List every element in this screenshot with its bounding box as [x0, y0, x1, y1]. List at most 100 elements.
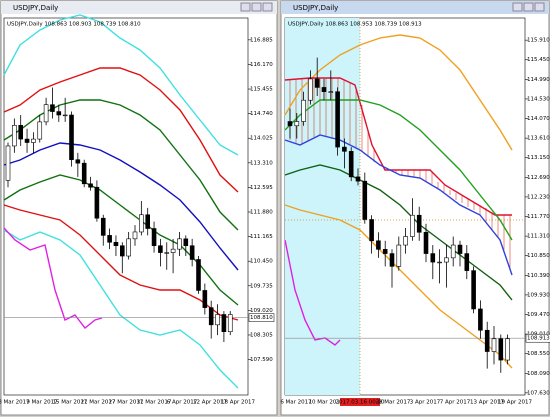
candle-body: [151, 228, 157, 247]
symbol-info: USDJPY,Daily 108.863 108.903 108.739 108…: [7, 22, 141, 28]
candle-body: [132, 231, 138, 240]
band: [3, 99, 239, 231]
candle-body: [491, 338, 497, 352]
candle-body: [450, 244, 456, 259]
candle-body: [396, 244, 402, 267]
candle-body: [362, 180, 368, 220]
candle-body: [12, 125, 17, 147]
candle-body: [24, 138, 30, 143]
candle-body: [208, 307, 214, 326]
x-tick-label: 10 Mar 2017: [309, 400, 344, 406]
candle-body: [145, 214, 150, 229]
y-tick-label: 116.885: [250, 37, 273, 43]
candle-body: [287, 121, 293, 127]
candle-body: [464, 253, 470, 271]
y-tick-label: 111.310: [527, 234, 550, 240]
candle-body: [18, 125, 24, 140]
band: [284, 34, 513, 151]
candle-body: [355, 176, 361, 182]
window-button[interactable]: [523, 2, 534, 12]
candle-body: [457, 244, 463, 254]
candle-body: [126, 238, 131, 257]
indicators: [284, 34, 513, 369]
candle-body: [348, 151, 354, 178]
candle-body: [43, 104, 49, 123]
y-tick-label: 108.090: [527, 371, 550, 377]
price-box: [248, 313, 275, 322]
candle-body: [430, 253, 436, 263]
x-tick-label: 31 Mar 2017: [137, 400, 172, 406]
x-tick-label: 3 Mar 2017: [0, 400, 30, 406]
x-tick-label: 18 Apr 2017: [221, 400, 256, 406]
band: [284, 99, 513, 241]
candle-body: [69, 114, 74, 161]
candle-body: [423, 231, 429, 254]
candle-body: [478, 308, 483, 331]
y-tick-label: 115.455: [250, 87, 273, 93]
candle-body: [314, 78, 320, 88]
x-tick-label: 13 Apr 2017: [470, 400, 505, 406]
candle-body: [403, 236, 408, 246]
y-tick-label: 111.880: [250, 210, 273, 216]
candle-body: [37, 121, 43, 140]
y-tick-label: 107.590: [250, 357, 273, 363]
band: [3, 204, 239, 321]
x-tick-label: 15 Mar 2017: [53, 400, 88, 406]
candle-body: [410, 214, 415, 237]
y-tick-label: 110.390: [527, 273, 550, 279]
candle-body: [294, 121, 300, 127]
x-tick-label: 21 Mar 2017: [81, 400, 116, 406]
candle-body: [382, 249, 388, 254]
candle-body: [321, 87, 327, 92]
y-tick-label: 109.470: [527, 312, 550, 318]
candle-body: [221, 314, 227, 333]
y-tick-label: 112.595: [250, 185, 273, 191]
candle-body: [100, 217, 106, 236]
window-title: USDJPY,Daily: [293, 4, 338, 12]
candle-body: [75, 159, 81, 164]
candle-body: [498, 338, 504, 361]
y-tick-label: 111.165: [250, 234, 273, 240]
candle-body: [183, 238, 189, 247]
window-button[interactable]: [512, 2, 523, 12]
title-bar: [1, 1, 277, 14]
candle-body: [308, 78, 313, 101]
band: [3, 229, 239, 389]
candle-body: [215, 314, 220, 326]
y-tick-label: 115.450: [527, 57, 550, 63]
candle-body: [113, 241, 119, 247]
y-tick-label: 116.170: [250, 62, 273, 68]
candle-body: [505, 338, 510, 361]
candle-body: [389, 253, 395, 267]
window-button[interactable]: [534, 2, 545, 12]
candle-body: [471, 270, 476, 310]
band: [3, 14, 239, 156]
symbol-info: USDJPY,Daily 108.863 108.953 108.739 108…: [288, 22, 422, 28]
candle-body: [202, 290, 208, 308]
candle-body: [189, 245, 195, 260]
candle-body: [139, 214, 144, 233]
candle-body: [437, 261, 442, 264]
candle-body: [484, 329, 490, 352]
band: [284, 164, 513, 301]
y-tick-label: 109.020: [250, 308, 273, 314]
y-tick-label: 113.150: [527, 155, 550, 161]
window-button[interactable]: [262, 2, 273, 12]
candle-body: [328, 91, 334, 93]
y-tick-label: 112.690: [527, 175, 550, 181]
y-tick-label: 110.450: [250, 259, 273, 265]
x-tick-label: 12 Apr 2017: [193, 400, 228, 406]
price-label: 108.810: [250, 315, 273, 321]
window-button[interactable]: [251, 2, 262, 12]
candle-body: [416, 214, 422, 233]
x-tick-label: 7 Apr 2017: [440, 400, 471, 406]
y-tick-label: 111.770: [527, 214, 550, 220]
candle-body: [196, 259, 201, 291]
candle-body: [81, 162, 87, 185]
x-tick-label: 19 Apr 2017: [498, 400, 533, 406]
candle-body: [5, 145, 11, 181]
candle-body: [170, 248, 176, 253]
price-box: [525, 333, 550, 343]
window-button[interactable]: [240, 2, 251, 12]
